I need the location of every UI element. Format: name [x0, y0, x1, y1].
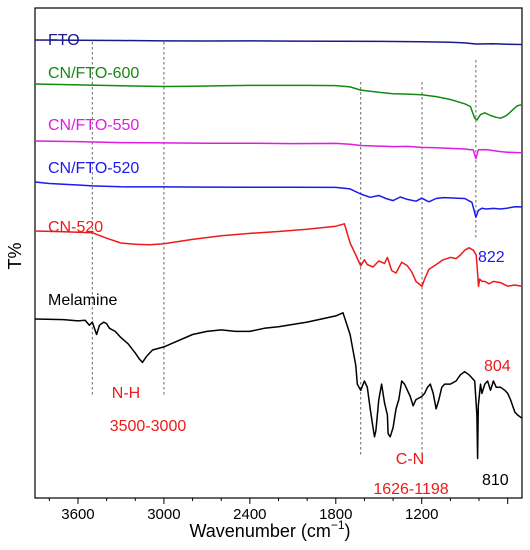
x-tick-label-3600: 3600	[61, 506, 94, 523]
x-tick-label-1200: 1200	[405, 506, 438, 523]
series-layer	[34, 39, 523, 460]
series-labels: FTO CN/FTO-600 CN/FTO-550 CN/FTO-520 CN-…	[48, 32, 139, 309]
series-label-cn-fto-520: CN/FTO-520	[48, 160, 139, 177]
x-axis-title-text: Wavenumber (cm	[189, 521, 330, 541]
series-line-cn-520	[34, 223, 523, 287]
series-line-cn-fto-600	[34, 83, 523, 121]
annotation-810: 810	[482, 472, 509, 489]
reference-lines	[91, 42, 477, 455]
series-line-fto	[34, 39, 523, 46]
series-line-cn-fto-550	[34, 140, 523, 160]
annotation-nh-range: 3500-3000	[110, 418, 187, 435]
series-label-fto: FTO	[48, 32, 80, 49]
x-tick-label-1800: 1800	[319, 506, 352, 523]
series-label-cn-fto-550: CN/FTO-550	[48, 117, 139, 134]
series-line-cn-fto-520	[34, 181, 523, 219]
annotation-804: 804	[484, 358, 511, 375]
annotation-nh-label: N-H	[112, 385, 140, 402]
annotation-cn-label: C-N	[396, 451, 424, 468]
x-tick-label-3000: 3000	[147, 506, 180, 523]
annotations: 822 804 810 N-H 3500-3000 C-N 1626-1198	[110, 249, 511, 498]
x-tick-label-2400: 2400	[233, 506, 266, 523]
y-axis-title: T%	[5, 243, 25, 270]
annotation-822: 822	[478, 249, 505, 266]
x-axis-title-close: )	[345, 521, 351, 541]
series-label-cn-fto-600: CN/FTO-600	[48, 65, 139, 82]
series-label-melamine: Melamine	[48, 292, 117, 309]
series-line-melamine	[34, 312, 523, 460]
x-ticks: 3600 3000 2400 1800 1200	[48, 498, 509, 523]
x-axis-title-sup: −1	[331, 518, 345, 532]
x-axis-title: Wavenumber (cm−1)	[189, 518, 350, 541]
annotation-cn-range: 1626-1198	[373, 481, 448, 498]
series-label-cn-520: CN-520	[48, 219, 103, 236]
